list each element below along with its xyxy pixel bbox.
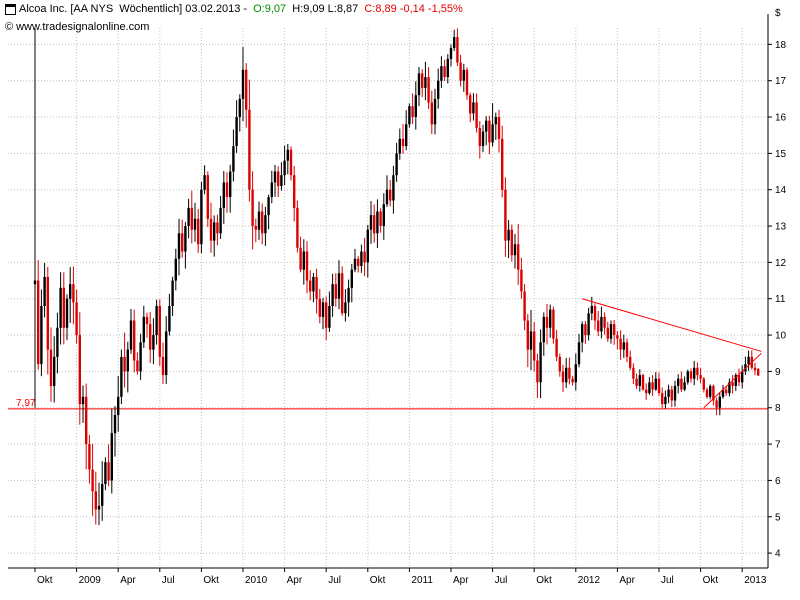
y-tick-label: 10 bbox=[775, 331, 787, 342]
y-tick-label: 4 bbox=[775, 549, 781, 560]
y-tick-label: 5 bbox=[775, 512, 781, 523]
x-tick-label: Okt bbox=[536, 575, 552, 586]
candles-layer bbox=[33, 28, 760, 526]
y-tick-label: 8 bbox=[775, 403, 781, 414]
y-tick-label: 11 bbox=[775, 294, 786, 305]
chart-title: Alcoa Inc. [AA NYS Wöchentlich] 03.02.20… bbox=[19, 3, 251, 15]
y-tick-label: 9 bbox=[775, 367, 781, 378]
x-tick-label: 2010 bbox=[245, 575, 268, 586]
x-tick-label: Okt bbox=[703, 575, 719, 586]
y-tick-label: 7 bbox=[775, 440, 781, 451]
axes-layer bbox=[8, 14, 772, 572]
x-tick-label: Apr bbox=[619, 575, 635, 586]
y-tick-label: 6 bbox=[775, 476, 781, 487]
trendlines-layer bbox=[582, 298, 762, 409]
x-tick-label: Apr bbox=[287, 575, 303, 586]
support-line-label: 7,97 bbox=[16, 398, 36, 409]
support-line-layer: 7,97 bbox=[8, 398, 768, 410]
x-tick-label: 2012 bbox=[578, 575, 601, 586]
y-tick-label: 16 bbox=[775, 113, 787, 124]
y-tick-label: 18 bbox=[775, 40, 787, 51]
x-tick-label: Apr bbox=[453, 575, 469, 586]
y-tick-label: 15 bbox=[775, 149, 787, 160]
trendline[interactable] bbox=[703, 352, 762, 409]
x-tick-label: Okt bbox=[37, 575, 53, 586]
trendline[interactable] bbox=[582, 298, 762, 352]
x-tick-label: 2011 bbox=[411, 575, 433, 586]
x-tick-label: Jul bbox=[495, 575, 508, 586]
window-icon[interactable] bbox=[5, 4, 16, 15]
watermark-text: www.tradesignalonline.com bbox=[16, 21, 150, 33]
x-tick-label: 2009 bbox=[79, 575, 102, 586]
y-tick-label: 12 bbox=[775, 258, 787, 269]
open-value: O:9,07 bbox=[253, 3, 287, 15]
grid-layer bbox=[8, 28, 768, 568]
high-low-values: H:9,09 L:8,87 bbox=[289, 3, 362, 15]
x-tick-label: Jul bbox=[661, 575, 674, 586]
x-tick-label: Apr bbox=[120, 575, 136, 586]
close-change-values: C:8,89 -0,14 -1,55% bbox=[364, 3, 463, 15]
watermark: © www.tradesignalonline.com bbox=[5, 21, 149, 34]
x-tick-label: Okt bbox=[370, 575, 386, 586]
y-tick-label: 17 bbox=[775, 76, 787, 87]
x-tick-label: Jul bbox=[162, 575, 175, 586]
y-axis-unit: $ bbox=[775, 8, 781, 19]
chart-header: Alcoa Inc. [AA NYS Wöchentlich] 03.02.20… bbox=[5, 3, 463, 16]
y-tick-label: 14 bbox=[775, 185, 787, 196]
x-tick-label: Jul bbox=[328, 575, 341, 586]
axis-labels-layer: 4 5 6 7 8 9 10 11 12 13 14 15 16 17 18 $ Okt 2009 Apr Jul Ok… bbox=[37, 8, 787, 586]
x-tick-label: Okt bbox=[203, 575, 219, 586]
x-tick-label: 2013 bbox=[744, 575, 767, 586]
copyright-icon: © bbox=[5, 21, 14, 33]
y-tick-label: 13 bbox=[775, 222, 787, 233]
